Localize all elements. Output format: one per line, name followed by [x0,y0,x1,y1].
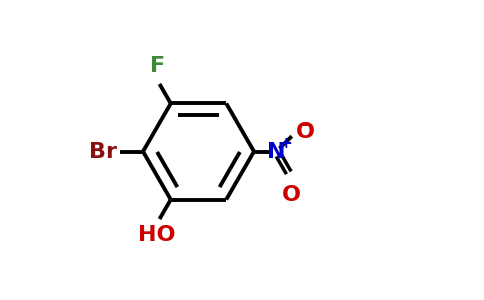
Text: Br: Br [90,142,118,161]
Text: −: − [301,118,314,133]
Text: HO: HO [138,225,175,245]
Text: O: O [282,184,301,205]
Text: F: F [151,56,166,76]
Text: O: O [296,122,315,142]
Text: N: N [267,142,286,161]
Text: +: + [279,136,292,152]
